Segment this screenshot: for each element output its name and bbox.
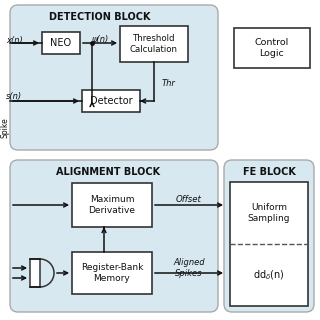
Text: Control
Logic: Control Logic	[255, 38, 289, 58]
Text: Threshold
Calculation: Threshold Calculation	[130, 34, 178, 54]
Text: dd$_\delta$(n): dd$_\delta$(n)	[253, 268, 285, 282]
Text: Maximum
Derivative: Maximum Derivative	[89, 195, 135, 215]
Text: Detector: Detector	[90, 96, 132, 106]
Bar	[234, 28, 310, 68]
Text: FE BLOCK: FE BLOCK	[243, 167, 295, 177]
Text: Register-Bank
Memory: Register-Bank Memory	[81, 263, 143, 283]
FancyBboxPatch shape	[10, 160, 218, 312]
Bar	[72, 183, 152, 227]
Text: DETECTION BLOCK: DETECTION BLOCK	[49, 12, 151, 22]
Text: ALIGNMENT BLOCK: ALIGNMENT BLOCK	[56, 167, 160, 177]
Text: Aligned
Spikes: Aligned Spikes	[173, 258, 205, 278]
Bar	[30, 259, 40, 287]
Text: Spike: Spike	[1, 118, 10, 138]
Text: NEO: NEO	[51, 38, 72, 48]
Text: ψ(n): ψ(n)	[92, 35, 108, 44]
Text: Uniform
Sampling: Uniform Sampling	[248, 203, 290, 223]
Text: Offset: Offset	[176, 195, 202, 204]
FancyBboxPatch shape	[224, 160, 314, 312]
Bar	[82, 90, 140, 112]
FancyBboxPatch shape	[10, 5, 218, 150]
Text: Thr: Thr	[162, 79, 176, 88]
Bar	[230, 182, 308, 306]
Text: x(n): x(n)	[6, 36, 23, 44]
Bar	[120, 26, 188, 62]
Bar	[72, 252, 152, 294]
Text: s(n): s(n)	[6, 92, 22, 101]
Bar	[42, 32, 80, 54]
